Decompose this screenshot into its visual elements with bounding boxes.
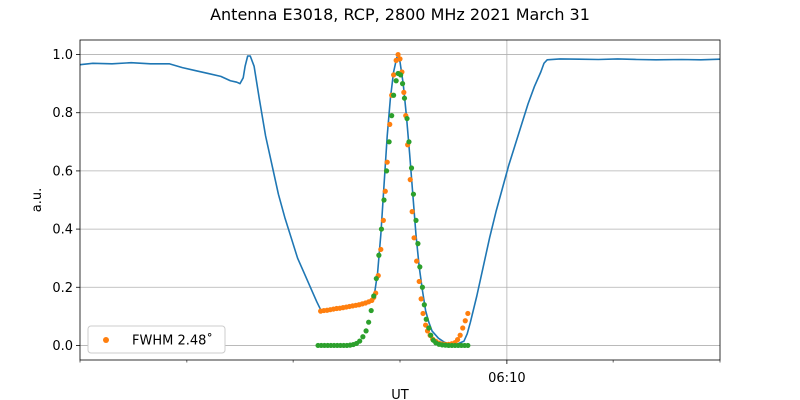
scatter-point-1	[407, 177, 413, 183]
scatter-point-2	[366, 319, 372, 325]
scatter-point-1	[465, 310, 471, 317]
scatter-point-2	[383, 168, 390, 174]
x-axis-label: UT	[391, 388, 409, 400]
legend-box	[87, 325, 226, 354]
y-tick-label: 0.6	[52, 164, 73, 179]
x-tick-label: 06:10	[488, 371, 525, 386]
scatter-point-2	[368, 307, 374, 314]
scatter-point-2	[378, 226, 385, 232]
scatter-point-2	[371, 293, 377, 299]
scatter-point-1	[391, 72, 397, 78]
scatter-point-2	[417, 264, 423, 270]
scatter-point-2	[406, 139, 412, 145]
scatter-point-2	[398, 72, 404, 78]
legend: FWHM 2.48˚	[87, 325, 226, 354]
y-tick-label: 0.8	[52, 106, 73, 121]
scatter-point-1	[397, 56, 403, 62]
chart-title: Antenna E3018, RCP, 2800 MHz 2021 March …	[210, 5, 590, 24]
scatter-point-2	[465, 342, 471, 349]
scatter-point-2	[419, 284, 425, 290]
scatter-point-1	[420, 310, 426, 317]
scatter-point-2	[428, 332, 434, 338]
scatter-point-1	[414, 258, 420, 264]
y-axis-label: a.u.	[30, 188, 45, 212]
scatter-point-2	[376, 252, 382, 258]
scatter-point-2	[421, 302, 427, 308]
scatter-point-1	[455, 337, 461, 343]
scatter-point-2	[426, 325, 432, 331]
scatter-point-2	[413, 217, 419, 223]
scatter-point-1	[411, 235, 417, 241]
scatter-point-2	[401, 95, 408, 101]
scatter-point-2	[399, 81, 406, 87]
scatter-point-1	[387, 121, 393, 127]
legend-label-fwhm: FWHM 2.48˚	[132, 333, 213, 349]
scatter-point-1	[382, 188, 388, 194]
scatter-point-2	[410, 191, 417, 197]
scatter-point-1	[409, 209, 415, 215]
axes: 0.0 0.2 0.4 0.6 0.8 1.0 06:10	[52, 39, 721, 386]
y-tick-label: 0.2	[52, 281, 73, 296]
scatter-point-1	[416, 278, 422, 285]
scatter-point-2	[408, 165, 415, 171]
y-tick-label: 0.0	[52, 339, 73, 354]
scatter-point-1	[395, 51, 401, 58]
scatter-point-1	[462, 318, 468, 324]
scatter-point-2	[386, 139, 392, 145]
scatter-point-1	[378, 246, 384, 253]
scatter-point-2	[360, 334, 366, 340]
scatter-point-1	[401, 89, 407, 95]
scatter-point-2	[389, 113, 395, 119]
scatter-point-2	[404, 115, 410, 122]
scatter-point-1	[384, 159, 390, 165]
scatter-point-2	[391, 92, 397, 98]
scatter-point-2	[373, 275, 379, 282]
legend-marker-orange	[103, 337, 109, 343]
y-tick-label: 1.0	[52, 48, 73, 63]
scatter-point-2	[381, 197, 387, 203]
axes-frame	[79, 39, 721, 361]
series-line-0	[79, 55, 721, 346]
scatter-point-1	[457, 332, 463, 338]
plot-area	[79, 51, 721, 349]
scatter-point-2	[423, 316, 429, 322]
scatter-point-2	[415, 241, 421, 247]
scatter-point-2	[393, 78, 399, 84]
scatter-point-2	[357, 338, 363, 344]
scatter-point-1	[460, 325, 466, 331]
scatter-point-1	[418, 296, 424, 302]
scatter-point-1	[380, 217, 386, 223]
y-tick-label: 0.4	[52, 223, 73, 238]
scatter-point-2	[363, 328, 369, 334]
